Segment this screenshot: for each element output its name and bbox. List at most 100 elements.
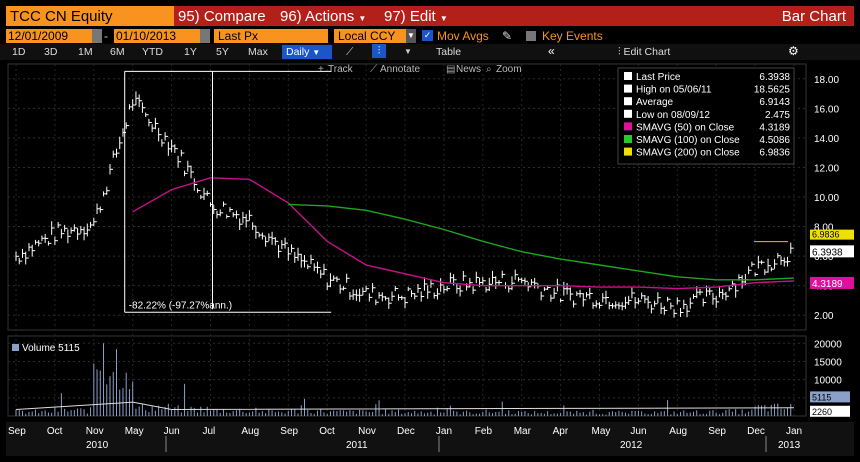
legend-value: 6.9143 [759,97,790,108]
edit-button[interactable]: 97) Edit ▼ [380,6,458,26]
actions-button[interactable]: 96) Actions ▼ [276,6,380,26]
legend-swatch [624,135,632,143]
track-icon: + [318,64,324,75]
legend-swatch [624,84,632,93]
period-tab-1m[interactable]: 1M [78,46,93,58]
period-tab-1d[interactable]: 1D [12,46,26,58]
collapse-icon[interactable]: « [548,44,555,58]
month-label: Oct [47,426,63,437]
track-tool: Track [328,64,354,75]
calendar-icon[interactable] [92,29,102,43]
legend-swatch [624,109,632,118]
chevron-down-icon: ▼ [439,14,448,23]
price-tick-label: 12.00 [814,163,839,174]
volume-swatch [12,344,19,351]
security-field[interactable]: TCC CN Equity [6,6,174,26]
month-label: Jun [630,426,646,437]
year-label: 2011 [346,440,368,451]
period-tab-ytd[interactable]: YTD [142,46,163,58]
month-label: Aug [669,426,687,437]
month-label: Sep [280,426,298,437]
sma200-tag-label: 6.9836 [812,230,840,240]
gear-icon[interactable]: ⚙ [788,44,799,58]
month-label: Dec [397,426,415,437]
calendar-icon[interactable] [200,29,210,43]
actions-label: 96) Actions [280,8,355,25]
price-tick-label: 2.00 [814,311,834,322]
legend-label: Low on 08/09/12 [636,110,710,121]
sma50-tag [810,276,854,289]
price-tick-label: 8.00 [814,223,834,234]
frequency-label: Daily [286,46,310,58]
period-tab-6m[interactable]: 6M [110,46,125,58]
month-label: May [592,426,611,437]
month-label: Nov [358,426,376,437]
chart-area[interactable]: 18.0016.0014.0012.0010.008.006.004.002.0… [6,60,854,456]
month-label: Nov [86,426,104,437]
period-tab-5y[interactable]: 5Y [216,46,229,58]
annotate-icon: ⟋ [370,64,377,75]
end-date-input[interactable]: 01/10/2013 [114,29,200,43]
legend-value: 6.9836 [759,148,790,159]
month-label: Jan [786,426,802,437]
legend-label: SMAVG (100) on Close [636,135,740,146]
edit-label: 97) Edit [384,8,436,25]
month-label: Jun [164,426,180,437]
chart-type-title: Bar Chart [458,6,854,26]
volume-tick-label: 20000 [814,339,842,350]
x-axis [6,422,854,456]
month-label: Jan [436,426,452,437]
legend-value: 6.3938 [759,72,790,83]
year-label: 2012 [620,440,643,451]
price-tick-label: 6.00 [814,252,834,263]
line-chart-icon[interactable]: ⟋ [346,46,354,58]
currency-select[interactable]: Local CCY [334,29,410,43]
change-annotation: -82.22% (-97.27%ann.) [129,300,232,311]
settings-bar: 12/01/2009 - 01/10/2013 Last Px Local CC… [0,28,860,44]
price-tick-label: 14.00 [814,134,839,145]
last-price-tag-label: 6.3938 [812,247,843,258]
pencil-icon[interactable]: ✎ [502,29,513,43]
legend-value: 4.3189 [759,122,790,133]
period-tab-3d[interactable]: 3D [44,46,58,58]
legend-label: High on 05/06/11 [636,85,712,96]
period-tabs: 1D 3D 1M 6M YTD 1Y 5Y Max [6,45,306,59]
annotate-tool: Annotate [380,64,420,75]
bar-chart-icon[interactable]: ⫶ [372,44,386,58]
frequency-select[interactable]: Daily ▼ [282,45,332,59]
period-tab-1y[interactable]: 1Y [184,46,197,58]
key-events-checkbox[interactable] [526,31,536,41]
period-tab-max[interactable]: Max [248,46,268,58]
chevron-down-icon[interactable]: ▼ [406,29,416,43]
edit-chart-label: Edit Chart [623,46,671,58]
zoom-tool: Zoom [496,64,522,75]
month-label: Jul [203,426,216,437]
legend-value: 2.475 [765,110,790,121]
price-tick-label: 16.00 [814,104,839,115]
sma200-tag [810,229,854,240]
compare-button[interactable]: 95) Compare [174,6,276,26]
start-date-input[interactable]: 12/01/2009 [6,29,92,43]
chart-icon: ⫶ [618,46,621,58]
chevron-down-icon[interactable]: ▼ [404,47,412,56]
mov-avgs-label: Mov Avgs [437,29,489,43]
mov-avgs-checkbox[interactable]: ✓ [422,30,433,41]
volume-avg-tag [810,405,850,417]
month-label: Mar [514,426,532,437]
edit-chart-button[interactable]: ⫶ Edit Chart [618,45,670,59]
legend-value: 4.5086 [759,135,790,146]
legend-box [617,67,795,165]
month-label: Oct [319,426,335,437]
last-price-tag [810,245,854,258]
month-label: Sep [8,426,26,437]
sma50-tag-label: 4.3189 [812,279,843,290]
month-label: Feb [475,426,493,437]
price-chart[interactable]: 18.0016.0014.0012.0010.008.006.004.002.0… [6,60,854,456]
legend-label: SMAVG (200) on Close [636,148,740,159]
legend-swatch [624,97,632,106]
price-tick-label: 18.00 [814,75,839,86]
field-select[interactable]: Last Px [214,29,328,43]
news-tool: News [456,64,481,75]
table-button[interactable]: Table [436,46,462,58]
key-events-label: Key Events [542,29,603,43]
